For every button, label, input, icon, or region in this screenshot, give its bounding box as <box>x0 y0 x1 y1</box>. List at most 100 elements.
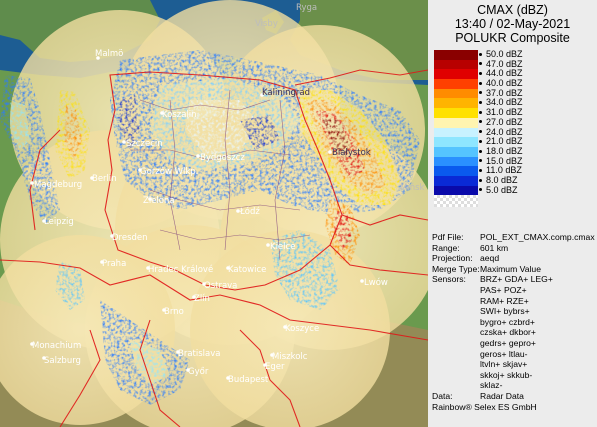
legend-label: 44.0 dBZ <box>478 68 523 79</box>
legend-swatch <box>434 166 478 176</box>
legend-row: 11.0 dBZ <box>434 165 592 176</box>
city-gorzow: Gorzów Wlkp. <box>140 166 198 177</box>
legend-row: 24.0 dBZ <box>434 127 592 138</box>
sensor-line: sklaz- <box>480 380 503 391</box>
city-gyor: Győr <box>188 367 209 377</box>
city-zielona: Zielona <box>143 196 175 206</box>
sensor-line: PAS+ POZ+ <box>480 284 527 295</box>
sensor-line: czska+ dkbor+ <box>480 327 536 338</box>
legend-label: 34.0 dBZ <box>478 97 523 108</box>
city-leipzig: Leipzig <box>44 217 74 227</box>
city-magdeburg: Magdeburg <box>34 180 82 190</box>
sensor-line: SWI+ bybrs+ <box>480 306 530 317</box>
meta-merge-row: Merge Type: Maximum Value <box>432 263 541 274</box>
legend-row: 31.0 dBZ <box>434 107 592 118</box>
city-praha: Praha <box>102 259 126 269</box>
footer-credit: Rainbow® Selex ES GmbH <box>432 401 537 412</box>
city-szczecin: Szczecin <box>126 139 163 149</box>
legend-swatch <box>434 108 478 118</box>
city-miszkolc: Miszkolc <box>272 352 308 362</box>
city-eger: Eger <box>265 362 285 372</box>
legend-row: 27.0 dBZ <box>434 117 592 128</box>
legend-tick-icon <box>479 178 482 182</box>
legend-tick-icon <box>479 62 482 66</box>
meta-data-row: Data: Radar Data <box>432 390 524 401</box>
meta-range-row: Range: 601 km <box>432 242 509 253</box>
legend-label: 50.0 dBZ <box>478 49 523 60</box>
city-koszalin: Koszalin <box>162 110 197 120</box>
sensor-line: skkoj+ skkub- <box>480 369 533 380</box>
label-minsk: Mińsk <box>400 183 425 193</box>
legend-label: 5.0 dBZ <box>478 185 518 196</box>
legend-row: 37.0 dBZ <box>434 88 592 99</box>
legend-row: 8.0 dBZ <box>434 175 592 186</box>
sensor-list: PAS+ POZ+ RAM+ RZE+ SWI+ bybrs+ bygro+ czbr… <box>432 285 597 391</box>
meta-sensors-row: Sensors: BRZ+ GDA+ LEG+ <box>432 274 553 285</box>
legend-label: 24.0 dBZ <box>478 127 523 138</box>
legend-tick-icon <box>479 52 482 56</box>
legend-row: 50.0 dBZ <box>434 49 592 60</box>
legend-tick-icon <box>479 159 482 163</box>
sensor-line: geros+ ltlau- <box>480 348 528 359</box>
legend-swatch <box>434 88 478 99</box>
city-ostrava: Ostrava <box>204 281 237 291</box>
legend-label: 8.0 dBZ <box>478 175 518 186</box>
city-kaliningrad: Kaliningrad <box>262 88 310 98</box>
city-lodz: Łódź <box>239 206 260 217</box>
city-berlin: Berlin <box>92 174 117 184</box>
meta-projection-row: Projection: aeqd <box>432 253 500 264</box>
legend-swatch <box>434 137 478 147</box>
legend-swatch <box>434 156 478 167</box>
metadata: Pdf File: POL_EXT_CMAX.comp.cmax Range: 60… <box>432 232 597 412</box>
info-panel: CMAX (dBZ) 13:40 / 02-May-2021 POLUKR Co… <box>428 0 597 427</box>
legend-row: 47.0 dBZ <box>434 59 592 70</box>
label-ryga: Ryga <box>296 3 317 13</box>
city-zlin: Zlín <box>194 294 210 304</box>
city-bratislava: Bratislava <box>178 349 220 359</box>
city-salzburg: Salzburg <box>44 356 81 366</box>
legend-label: 11.0 dBZ <box>478 165 522 176</box>
city-katowice: Katowice <box>228 265 266 275</box>
city-brno: Brno <box>164 307 184 317</box>
radar-map[interactable]: Malmö Kaliningrad Koszalin Szczecin Gorz… <box>0 0 428 427</box>
legend-tick-icon <box>479 101 482 105</box>
sensor-line: ltvln+ skjav+ <box>480 359 528 370</box>
legend-row: 34.0 dBZ <box>434 97 592 109</box>
legend-swatch <box>434 146 478 157</box>
legend-tick-icon <box>479 149 482 153</box>
radar-echoes <box>0 50 420 405</box>
legend-label: 18.0 dBZ <box>478 146 523 157</box>
timestamp: 13:40 / 02-May-2021 <box>454 17 571 31</box>
legend-tick-icon <box>479 139 482 143</box>
legend-row: 44.0 dBZ <box>434 68 592 80</box>
legend-tick-icon <box>479 130 482 134</box>
legend-swatch <box>434 175 478 186</box>
region-borders <box>130 89 311 261</box>
legend-tick-icon <box>479 81 482 85</box>
city-koszyce: Koszyce <box>285 324 319 334</box>
legend-label: 21.0 dBZ <box>478 136 523 147</box>
legend-swatch <box>434 69 478 80</box>
city-budapest: Budapest <box>228 375 269 385</box>
legend-label: 31.0 dBZ <box>478 107 523 118</box>
legend-row: 18.0 dBZ <box>434 146 592 157</box>
city-kielce: Kielce <box>270 242 295 252</box>
legend-label: 40.0 dBZ <box>478 78 523 89</box>
legend-tick-icon <box>479 120 482 124</box>
meta-pdf-row: Pdf File: POL_EXT_CMAX.comp.cmax <box>432 232 595 242</box>
legend-tick-icon <box>479 110 482 114</box>
sensor-line: bygro+ czbrd+ <box>480 316 535 327</box>
legend-swatch <box>434 59 478 70</box>
legend-row: 21.0 dBZ <box>434 136 592 147</box>
country-borders <box>0 69 428 427</box>
legend-swatch <box>434 127 478 138</box>
legend-tick-icon <box>479 188 482 192</box>
city-bialystok: Białystok <box>332 148 371 158</box>
city-labels: Malmö Kaliningrad Koszalin Szczecin Gorz… <box>30 3 425 385</box>
sensor-line: gedrs+ gepro+ <box>480 337 536 348</box>
legend-swatch <box>434 79 478 89</box>
composite-name: POLUKR Composite <box>455 31 570 45</box>
city-hradec: Hradec Králové <box>148 264 213 275</box>
legend-label: 37.0 dBZ <box>478 88 523 99</box>
